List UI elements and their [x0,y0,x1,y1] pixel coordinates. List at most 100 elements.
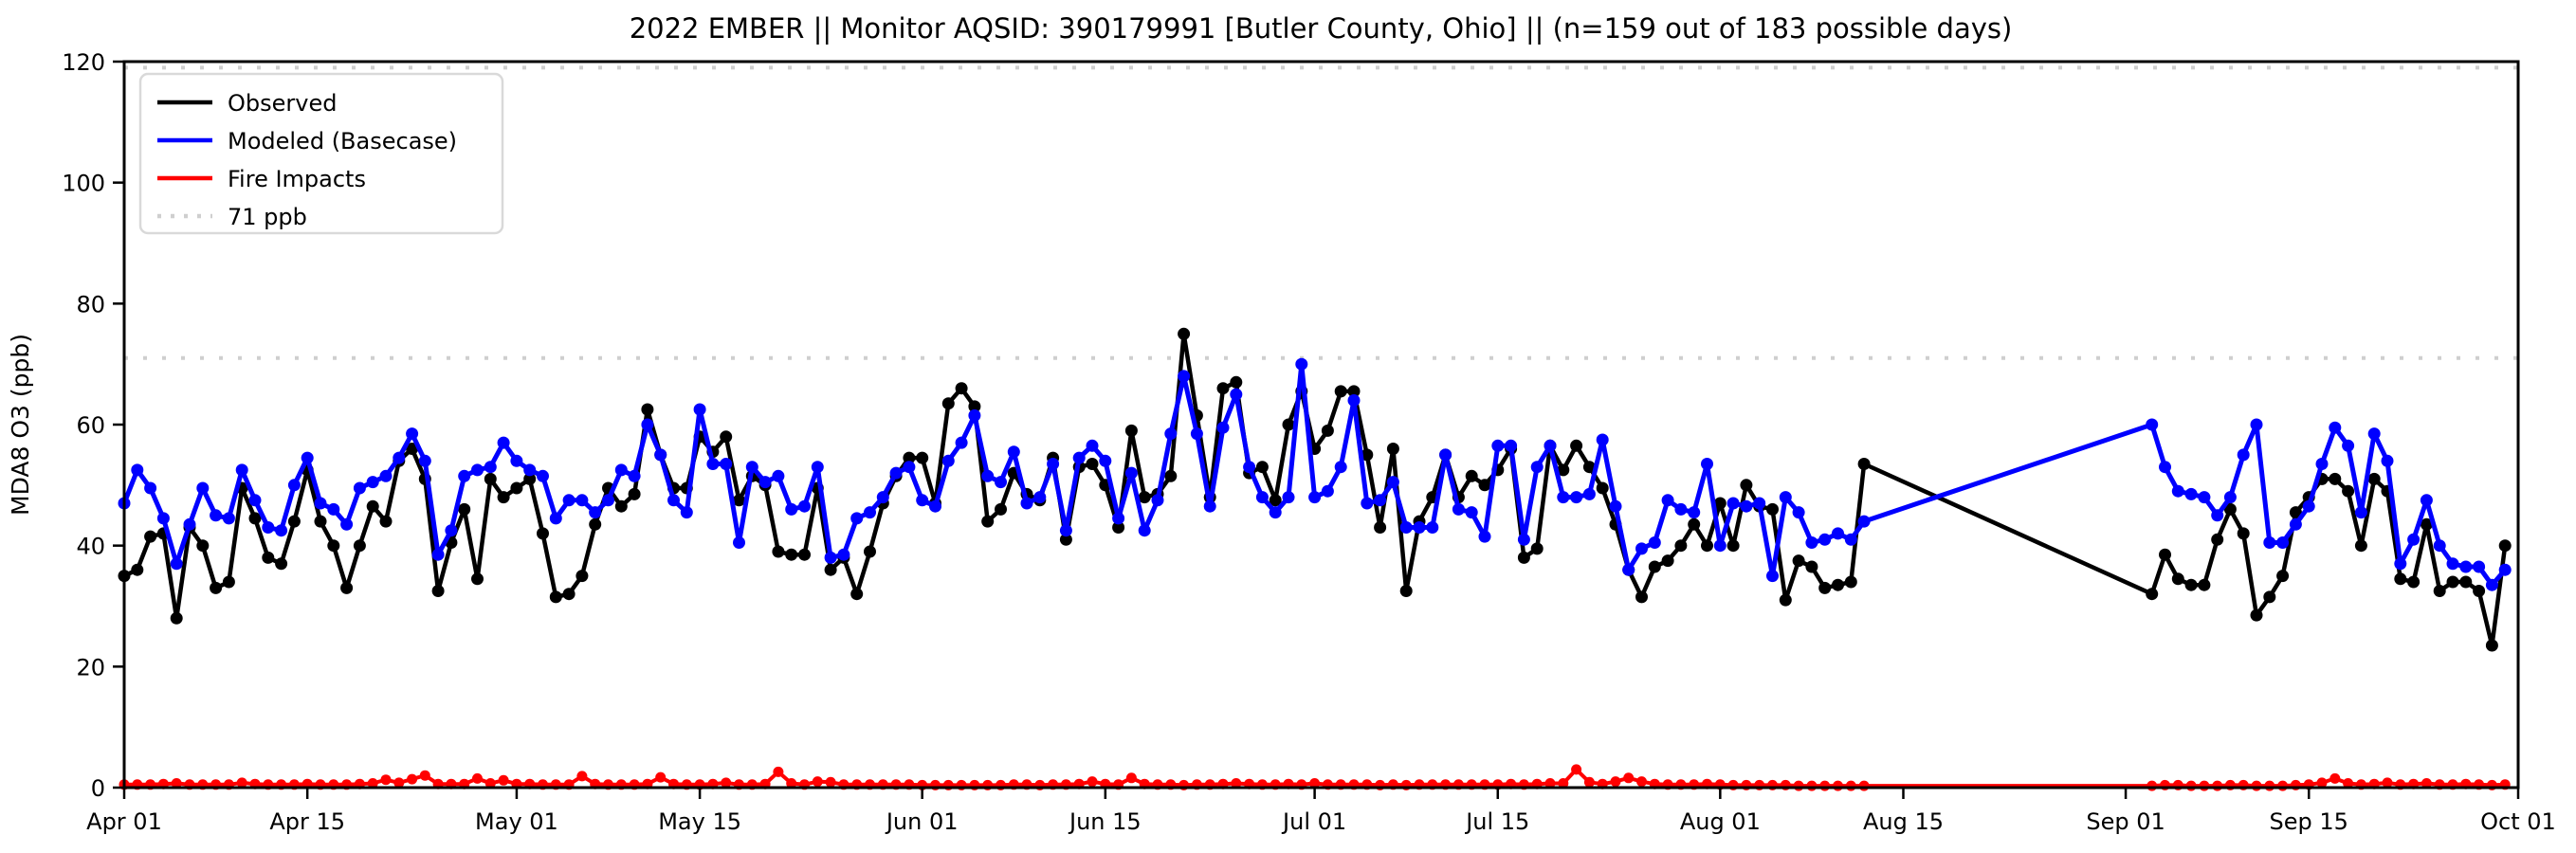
data-point [562,588,575,601]
data-point [864,506,876,519]
data-point [2276,536,2290,549]
data-point [2316,777,2328,789]
data-point [367,778,378,789]
chart-title: 2022 EMBER || Monitor AQSID: 390179991 [… [630,12,2013,45]
data-point [407,773,418,785]
data-point [1164,469,1178,482]
data-point [1833,780,1843,791]
data-point [510,454,523,467]
x-tick-label: Jul 15 [1464,808,1529,835]
data-point [1661,494,1674,507]
data-point [1753,497,1766,510]
data-point [2421,778,2432,789]
data-point [1112,512,1125,525]
data-point [2407,575,2421,589]
data-point [1819,780,1831,791]
data-point [2223,491,2237,504]
data-point [2146,418,2159,431]
data-point [210,581,223,594]
data-point [301,451,314,464]
data-point [2446,575,2459,589]
data-point [2263,536,2276,549]
data-point [1124,466,1138,480]
data-point [380,774,392,786]
data-point [2394,572,2407,586]
y-tick-label: 100 [62,171,105,197]
data-point [968,408,981,422]
data-point [2237,448,2250,462]
data-point [1622,563,1635,576]
data-point [1832,578,1844,591]
data-point [1806,780,1818,791]
data-point [379,515,393,528]
data-point [1557,463,1570,477]
data-point [2354,506,2367,519]
data-point [2211,509,2224,522]
data-point [523,463,537,477]
data-point [1243,461,1256,474]
data-point [1216,382,1230,395]
data-point [2433,539,2446,553]
data-point [171,778,182,789]
data-point [236,777,247,789]
y-tick-label: 0 [91,775,105,802]
data-point [1792,554,1805,568]
data-point [1805,536,1818,549]
data-point [144,481,157,495]
data-point [785,548,798,561]
data-point [995,476,1007,489]
data-point [523,472,537,485]
data-point [628,469,641,482]
data-point [1361,497,1374,510]
data-point [1582,487,1596,500]
data-point [156,512,170,525]
data-point [1059,533,1072,546]
x-tick-label: Aug 15 [1863,808,1944,835]
data-point [1231,778,1242,789]
data-point [1832,527,1844,540]
data-point [2159,461,2171,474]
data-point [1713,497,1726,510]
data-point [1099,454,1112,467]
data-point [471,463,484,477]
data-point [1334,385,1347,398]
data-point [1701,539,1713,553]
data-point [1674,502,1688,516]
data-point [2485,639,2498,652]
data-point [458,502,471,516]
data-point [1347,394,1361,407]
data-point [1125,772,1137,784]
data-point [1858,780,1870,791]
data-point [1544,778,1556,789]
data-point [1321,424,1334,437]
data-point [2289,506,2302,519]
data-point [1386,476,1399,489]
data-point [2276,570,2290,583]
y-tick-label: 60 [76,412,105,439]
data-point [366,499,379,513]
data-point [1740,499,1753,513]
data-point [2171,484,2184,498]
data-point [497,491,510,504]
data-point [1465,469,1478,482]
data-point [2459,560,2473,573]
data-point [1047,458,1060,470]
data-point [2382,777,2393,789]
data-point [864,545,876,558]
data-point [131,463,144,477]
data-point [733,494,745,507]
data-point [824,551,837,564]
data-point [641,418,654,431]
x-tick-label: Sep 15 [2270,808,2348,835]
data-point [2147,780,2158,791]
data-point [314,497,327,510]
data-point [1688,517,1701,531]
data-point [170,557,183,571]
data-point [222,575,235,589]
data-point [576,771,588,782]
data-point [1557,491,1570,504]
data-point [471,572,484,586]
data-point [537,469,549,482]
data-point [1517,551,1530,564]
data-point [1007,445,1020,459]
